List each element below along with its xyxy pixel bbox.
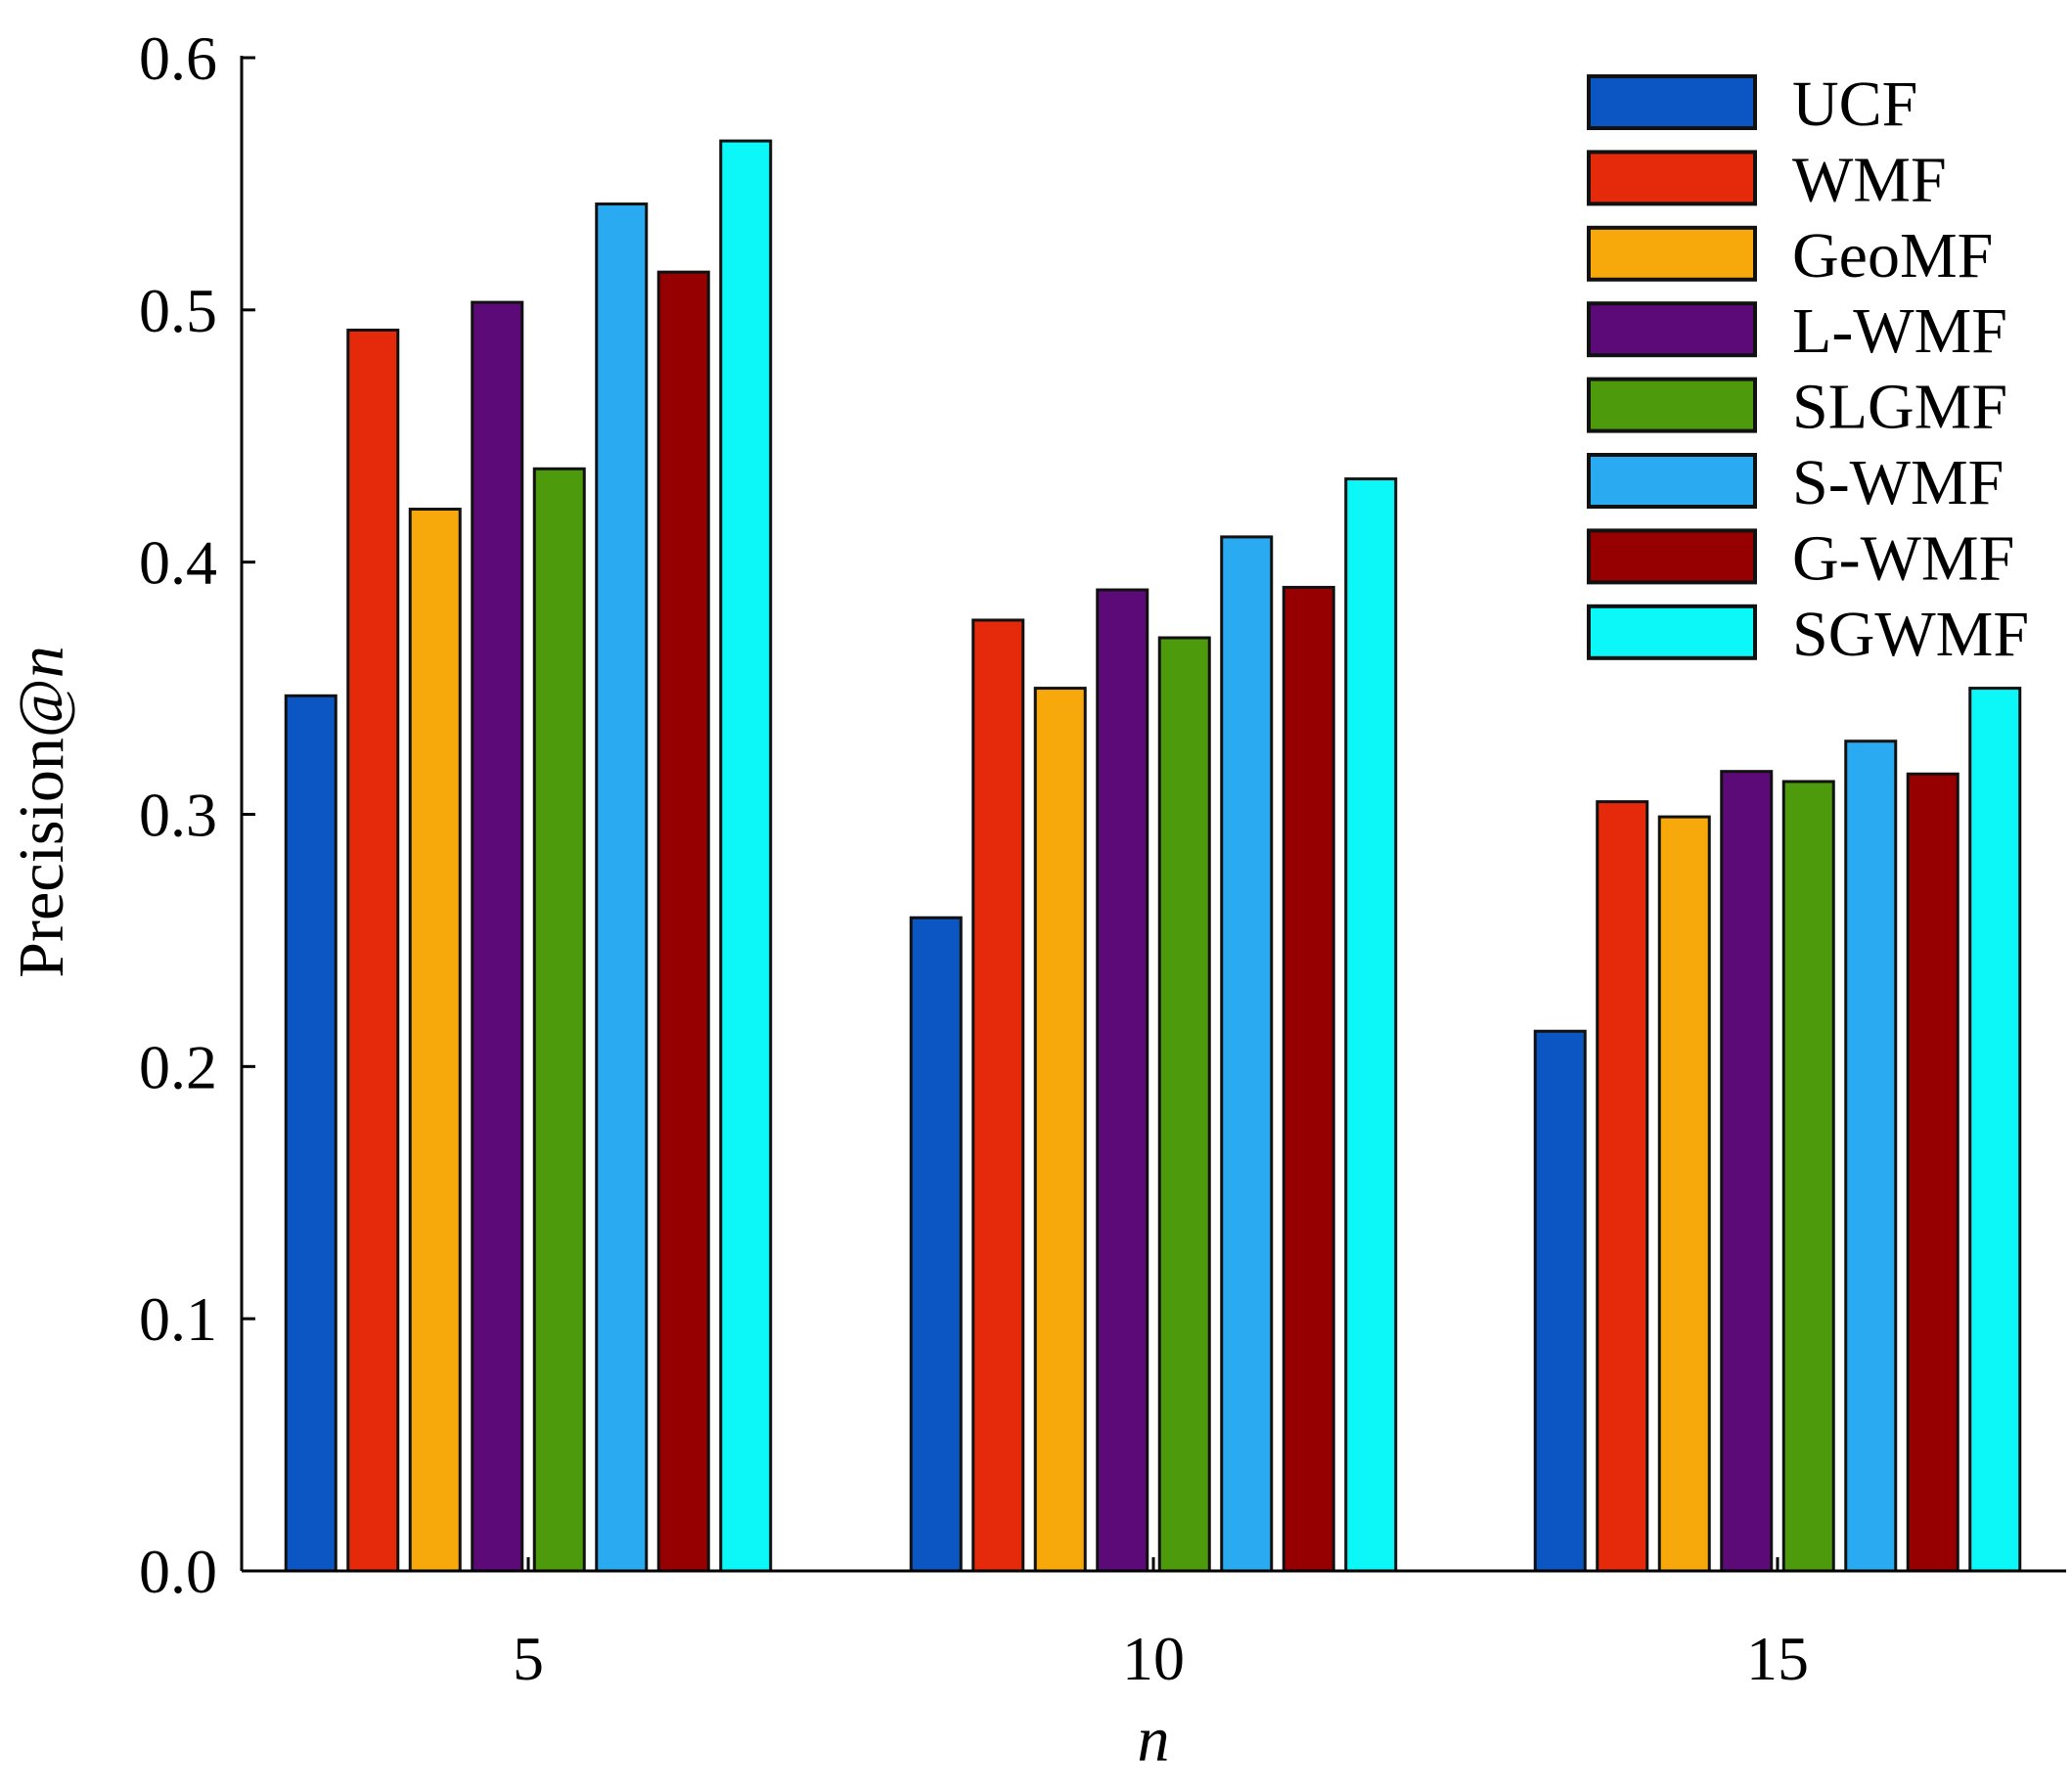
axes: 0.0 0.1 0.2 0.3 0.4 0.5 0.6 5 10 15	[139, 23, 2066, 1693]
legend-swatch	[1587, 528, 1757, 585]
y-tick-label: 0.0	[139, 1537, 217, 1606]
legend-item-SLGMF: SLGMF	[1587, 372, 2007, 443]
bar-GeoMF-15	[1657, 815, 1711, 1573]
y-axis-label-var: n	[6, 646, 77, 678]
bar-UCF-5	[284, 694, 338, 1573]
legend-label: WMF	[1792, 144, 1947, 215]
y-tick-label: 0.5	[139, 276, 217, 345]
legend-label: SLGMF	[1792, 372, 2007, 443]
legend-swatch	[1587, 453, 1757, 509]
x-axis-label: n	[1138, 1704, 1170, 1775]
bar-SLGMF-15	[1781, 780, 1835, 1573]
legend-label: G-WMF	[1792, 522, 2014, 594]
bar-SGWMF-15	[1968, 687, 2022, 1573]
bar-SGWMF-10	[1344, 477, 1398, 1573]
bar-G-WMF-5	[656, 270, 710, 1573]
bar-L-WMF-15	[1720, 770, 1774, 1573]
bar-GeoMF-5	[408, 508, 462, 1573]
bar-UCF-10	[909, 916, 963, 1573]
bar-G-WMF-15	[1906, 772, 1959, 1573]
bar-G-WMF-10	[1282, 585, 1335, 1573]
bar-SLGMF-10	[1157, 636, 1211, 1573]
bar-S-WMF-5	[595, 202, 649, 1573]
bar-L-WMF-10	[1096, 588, 1149, 1573]
legend-swatch	[1587, 150, 1757, 206]
legend-label: L-WMF	[1792, 295, 2007, 367]
legend-swatch	[1587, 377, 1757, 433]
legend-item-G-WMF: G-WMF	[1587, 522, 2014, 594]
bar-GeoMF-10	[1033, 687, 1087, 1573]
y-axis-label: Precision@n	[6, 646, 77, 977]
bars-layer	[284, 139, 2022, 1573]
legend-swatch	[1587, 604, 1757, 660]
y-tick-label: 0.3	[139, 781, 217, 850]
legend-item-UCF: UCF	[1587, 68, 1917, 140]
legend-item-S-WMF: S-WMF	[1587, 447, 2004, 518]
x-tick-label: 10	[1122, 1624, 1185, 1693]
y-tick-label: 0.6	[139, 23, 217, 93]
legend-swatch	[1587, 225, 1757, 282]
legend-item-GeoMF: GeoMF	[1587, 220, 1993, 291]
bar-SLGMF-5	[532, 467, 586, 1573]
bar-WMF-5	[346, 328, 400, 1573]
x-tick-label: 15	[1746, 1624, 1809, 1693]
legend-item-SGWMF: SGWMF	[1587, 599, 2029, 670]
y-tick-label: 0.2	[139, 1032, 217, 1101]
y-tick-label: 0.1	[139, 1284, 217, 1354]
legend-swatch	[1587, 74, 1757, 130]
legend-label: GeoMF	[1792, 220, 1993, 291]
legend-swatch	[1587, 301, 1757, 358]
bar-S-WMF-10	[1220, 535, 1274, 1573]
legend-label: S-WMF	[1792, 447, 2004, 518]
legend-label: SGWMF	[1792, 599, 2029, 670]
legend-item-L-WMF: L-WMF	[1587, 295, 2007, 367]
legend-label: UCF	[1792, 68, 1917, 140]
y-axis-label-prefix: Precision@	[6, 678, 77, 977]
bar-WMF-15	[1596, 800, 1649, 1573]
x-tick-label: 5	[513, 1624, 544, 1693]
bar-WMF-10	[971, 618, 1025, 1573]
bar-SGWMF-5	[719, 139, 773, 1573]
bar-UCF-15	[1533, 1029, 1587, 1573]
bar-S-WMF-15	[1844, 739, 1898, 1573]
legend-item-WMF: WMF	[1587, 144, 1947, 215]
y-tick-label: 0.4	[139, 528, 217, 598]
bar-L-WMF-5	[471, 300, 524, 1573]
